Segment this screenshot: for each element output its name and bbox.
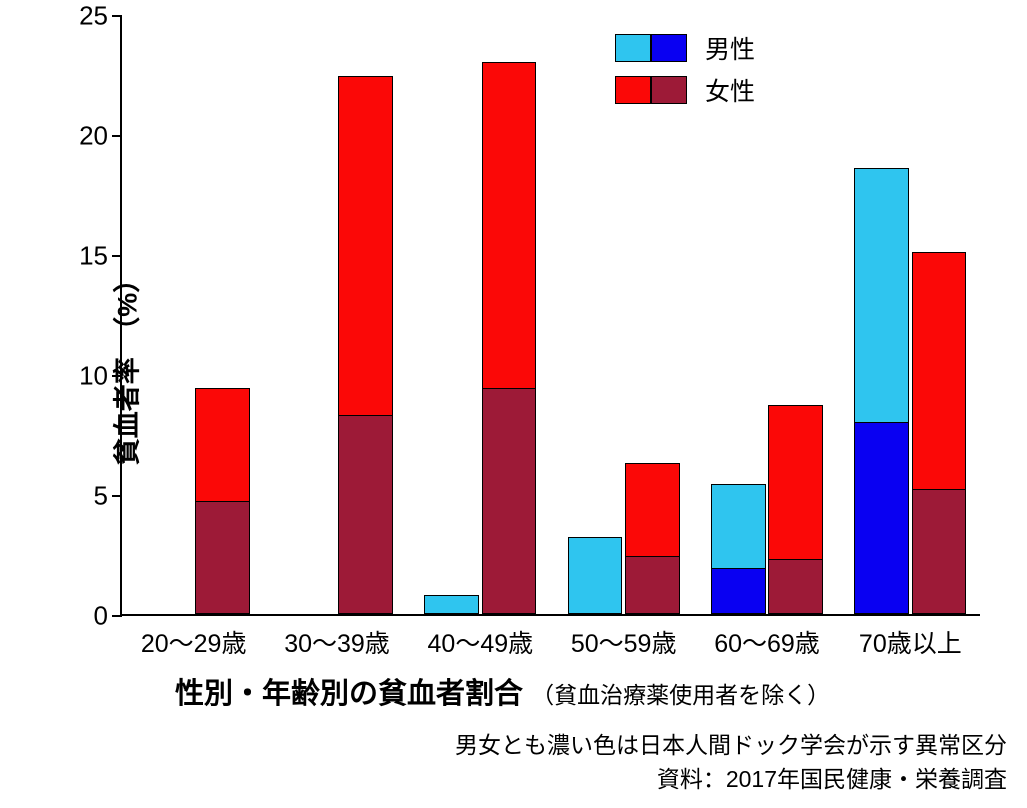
bar-male-light	[424, 595, 478, 614]
anemia-chart: 0 5 10 15 20 25 20〜29歳 30〜39歳 40〜49歳 50〜59歳 60〜69歳…	[0, 0, 1027, 808]
y-tick-label: 5	[94, 481, 108, 512]
x-tick-label: 20〜29歳	[141, 624, 247, 660]
plot-area: 051015202520〜29歳30〜39歳40〜49歳50〜59歳60〜69歳…	[120, 16, 980, 616]
legend-swatch	[651, 76, 687, 104]
legend-swatch	[615, 34, 651, 62]
x-tick-label: 30〜39歳	[284, 624, 390, 660]
x-tick-label: 60〜69歳	[714, 624, 820, 660]
y-tick	[112, 615, 122, 617]
bar-female-dark	[482, 388, 536, 614]
legend-swatch	[651, 34, 687, 62]
bar-female-dark	[625, 556, 679, 614]
bar-female-dark	[912, 489, 966, 614]
x-tick-label: 70歳以上	[859, 624, 962, 660]
legend-swatch	[615, 76, 651, 104]
bar-male-light	[568, 537, 622, 614]
y-tick	[112, 15, 122, 17]
y-tick-label: 20	[79, 121, 108, 152]
y-tick-label: 10	[79, 361, 108, 392]
x-tick-label: 50〜59歳	[571, 624, 677, 660]
caption: 男女とも濃い色は日本人間ドック学会が示す異常区分	[455, 726, 1007, 760]
x-axis-title-sub: （貧血治療薬使用者を除く）	[531, 682, 830, 708]
y-tick	[112, 135, 122, 137]
bar-female-dark	[768, 559, 822, 614]
y-tick-label: 0	[94, 601, 108, 632]
legend-row: 女性	[615, 72, 755, 108]
bar-female-dark	[338, 415, 392, 614]
y-tick-label: 15	[79, 241, 108, 272]
bar-male-dark	[711, 568, 765, 614]
y-tick-label: 25	[79, 1, 108, 32]
y-tick	[112, 255, 122, 257]
legend-label: 男性	[705, 30, 755, 66]
legend-label: 女性	[705, 72, 755, 108]
y-tick	[112, 495, 122, 497]
x-tick-label: 40〜49歳	[428, 624, 534, 660]
x-axis-title-main: 性別・年齢別の貧血者割合	[175, 678, 523, 710]
bar-female-dark	[195, 501, 249, 614]
legend-row: 男性	[615, 30, 755, 66]
legend: 男性女性	[615, 30, 755, 114]
bar-male-dark	[854, 422, 908, 614]
y-axis-label: 貧血者率 （%）	[105, 266, 144, 466]
x-axis-title: 性別・年齢別の貧血者割合 （貧血治療薬使用者を除く）	[175, 670, 830, 712]
caption: 資料：2017年国民健康・栄養調査	[657, 760, 1007, 794]
